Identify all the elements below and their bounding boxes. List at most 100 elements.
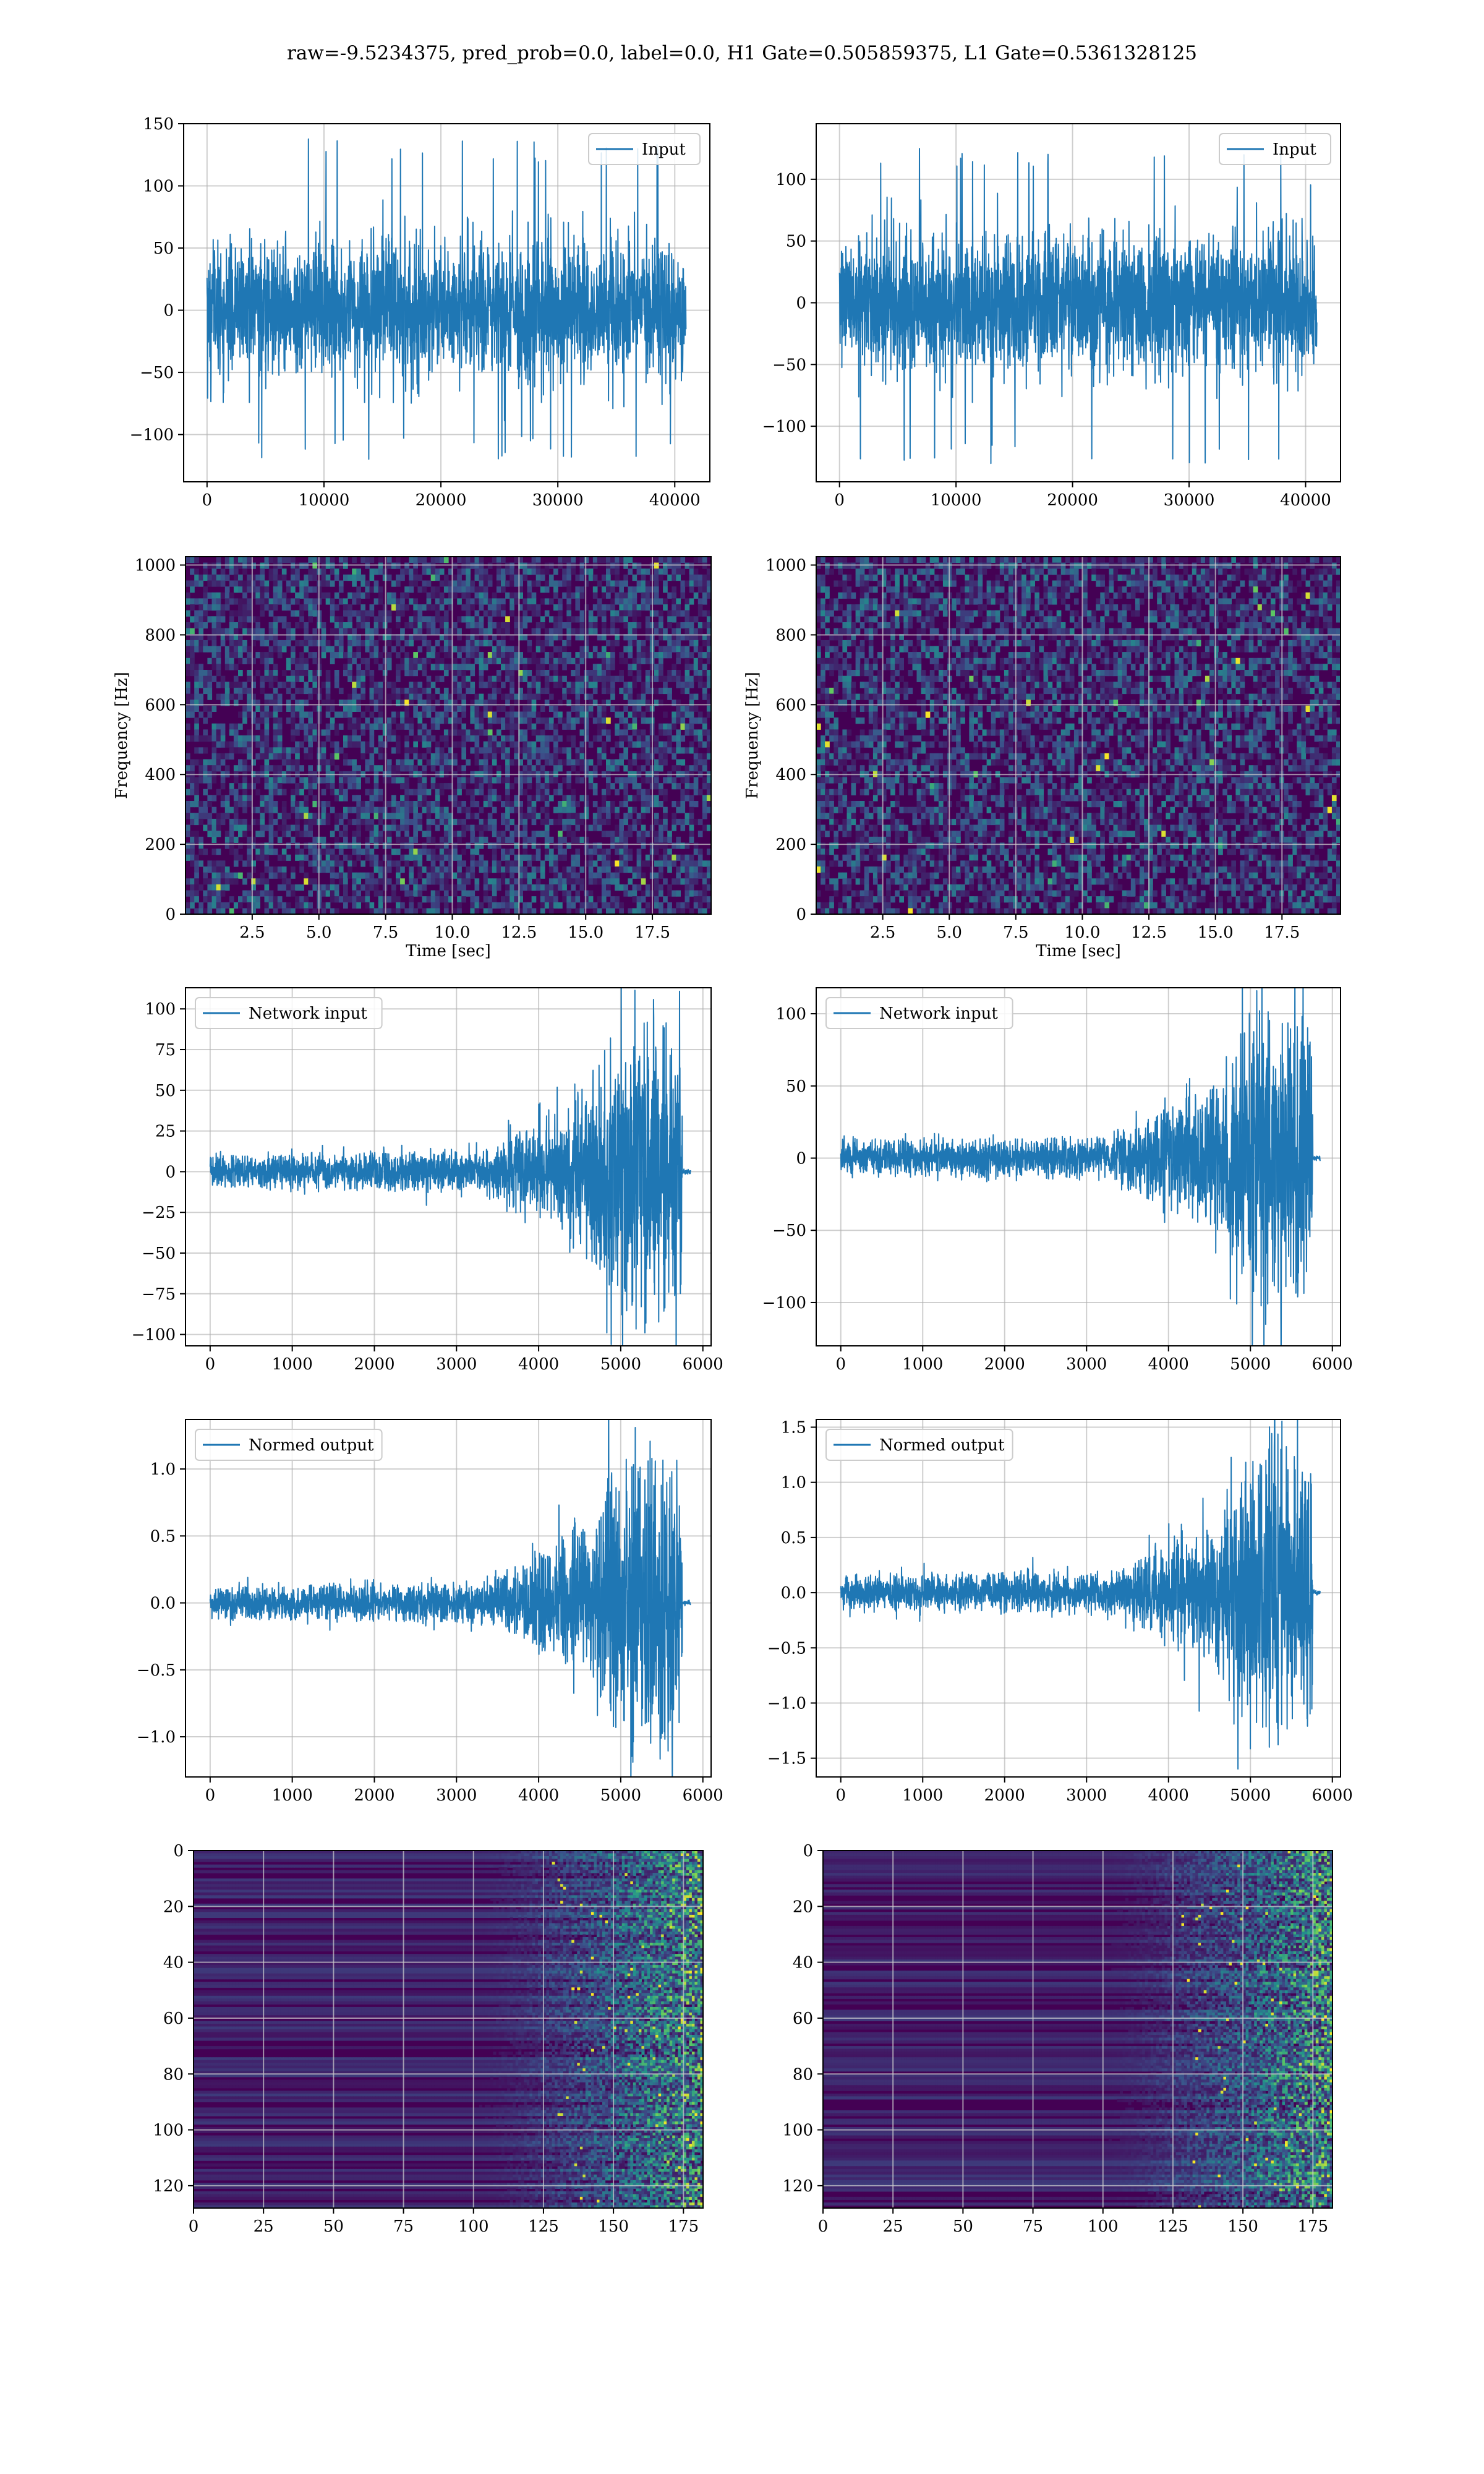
heatmap-cell bbox=[676, 908, 681, 914]
heatmap-cell bbox=[531, 652, 537, 659]
heatmap-cell bbox=[299, 670, 304, 677]
x-tick-label: 40000 bbox=[1280, 491, 1331, 510]
heatmap-cell bbox=[566, 682, 571, 688]
heatmap-cell bbox=[496, 557, 501, 563]
heatmap-cell bbox=[540, 908, 545, 914]
heatmap-cell bbox=[233, 562, 239, 569]
heatmap-cell bbox=[439, 765, 445, 772]
heatmap-cell bbox=[430, 860, 436, 867]
heatmap-cell bbox=[505, 646, 510, 653]
heatmap-cell bbox=[286, 682, 291, 688]
heatmap-cell bbox=[606, 890, 611, 897]
heatmap-cell bbox=[628, 741, 633, 748]
heatmap-cell bbox=[430, 568, 436, 575]
heatmap-cell bbox=[697, 586, 703, 593]
heatmap-cell bbox=[505, 675, 510, 682]
heatmap-cell bbox=[654, 836, 659, 843]
heatmap-cell bbox=[194, 801, 199, 808]
heatmap-cell bbox=[505, 818, 510, 826]
heatmap-cell bbox=[645, 670, 650, 677]
heatmap-cell bbox=[1166, 568, 1171, 575]
heatmap-cell bbox=[273, 586, 278, 593]
heatmap-cell bbox=[343, 759, 348, 766]
heatmap-cell bbox=[312, 723, 318, 730]
heatmap-cell bbox=[518, 807, 523, 813]
heatmap-cell bbox=[1314, 568, 1320, 575]
heatmap-cell bbox=[260, 634, 265, 641]
heatmap-cell bbox=[1034, 562, 1039, 569]
heatmap-cell bbox=[443, 664, 449, 670]
heatmap-cell bbox=[277, 705, 283, 712]
heatmap-cell bbox=[623, 831, 628, 837]
heatmap-cell bbox=[562, 836, 567, 843]
heatmap-cell bbox=[220, 860, 226, 867]
heatmap-cell bbox=[443, 878, 449, 885]
heatmap-cell bbox=[510, 735, 514, 742]
heatmap-cell bbox=[330, 884, 335, 891]
heatmap-cell bbox=[443, 842, 449, 849]
heatmap-cell bbox=[457, 580, 462, 587]
heatmap-cell bbox=[277, 753, 283, 760]
heatmap-cell bbox=[470, 735, 475, 742]
heatmap-cell bbox=[619, 735, 624, 742]
heatmap-cell bbox=[1100, 557, 1105, 563]
heatmap-cell bbox=[312, 670, 318, 677]
heatmap-cell bbox=[273, 670, 278, 677]
heatmap-cell bbox=[672, 634, 676, 641]
heatmap-cell bbox=[417, 717, 423, 724]
heatmap-cell bbox=[1113, 568, 1119, 575]
heatmap-cell bbox=[558, 789, 563, 795]
heatmap-cell bbox=[247, 842, 252, 849]
heatmap-cell bbox=[190, 586, 195, 593]
heatmap-cell bbox=[492, 682, 497, 688]
heatmap-cell bbox=[610, 586, 615, 593]
heatmap-cell bbox=[999, 568, 1005, 575]
heatmap-cell bbox=[667, 884, 672, 891]
heatmap-cell bbox=[641, 741, 646, 748]
heatmap-cell bbox=[558, 836, 563, 843]
heatmap-cell bbox=[501, 836, 506, 843]
heatmap-cell bbox=[378, 568, 383, 575]
heatmap-cell bbox=[229, 824, 234, 831]
heatmap-cell bbox=[689, 801, 694, 808]
heatmap-cell bbox=[571, 801, 576, 808]
heatmap-cell bbox=[680, 795, 686, 802]
heatmap-cell bbox=[207, 878, 213, 885]
heatmap-cell bbox=[238, 824, 243, 831]
heatmap-cell bbox=[553, 657, 558, 664]
heatmap-cell bbox=[190, 580, 195, 587]
heatmap-cell bbox=[592, 818, 598, 826]
heatmap-cell bbox=[312, 801, 318, 808]
heatmap-cell bbox=[325, 562, 331, 569]
heatmap-cell bbox=[286, 687, 291, 695]
heatmap-cell bbox=[558, 872, 563, 879]
heatmap-cell bbox=[558, 628, 563, 635]
heatmap-cell bbox=[672, 908, 676, 914]
heatmap-cell bbox=[623, 610, 628, 617]
heatmap-cell bbox=[422, 670, 427, 677]
heatmap-cell bbox=[448, 765, 453, 772]
heatmap-cell bbox=[501, 586, 506, 593]
heatmap-cell bbox=[308, 860, 313, 867]
heatmap-cell bbox=[291, 598, 296, 605]
heatmap-cell bbox=[426, 604, 432, 611]
heatmap-cell bbox=[448, 580, 453, 587]
heatmap-cell bbox=[194, 687, 199, 695]
heatmap-cell bbox=[264, 586, 270, 593]
heatmap-cell bbox=[659, 759, 663, 766]
heatmap-cell bbox=[1200, 568, 1206, 575]
heatmap-cell bbox=[198, 813, 203, 820]
heatmap-cell bbox=[295, 723, 300, 730]
heatmap-cell bbox=[579, 646, 585, 653]
heatmap-cell bbox=[312, 729, 318, 736]
heatmap-cell bbox=[348, 634, 352, 641]
heatmap-cell bbox=[443, 908, 449, 914]
heatmap-cell bbox=[229, 628, 234, 635]
heatmap-cell bbox=[360, 741, 365, 748]
heatmap-cell bbox=[190, 813, 195, 820]
heatmap-cell bbox=[466, 574, 471, 581]
heatmap-cell bbox=[592, 562, 598, 569]
heatmap-cell bbox=[553, 568, 558, 575]
heatmap-cell bbox=[1117, 574, 1123, 581]
